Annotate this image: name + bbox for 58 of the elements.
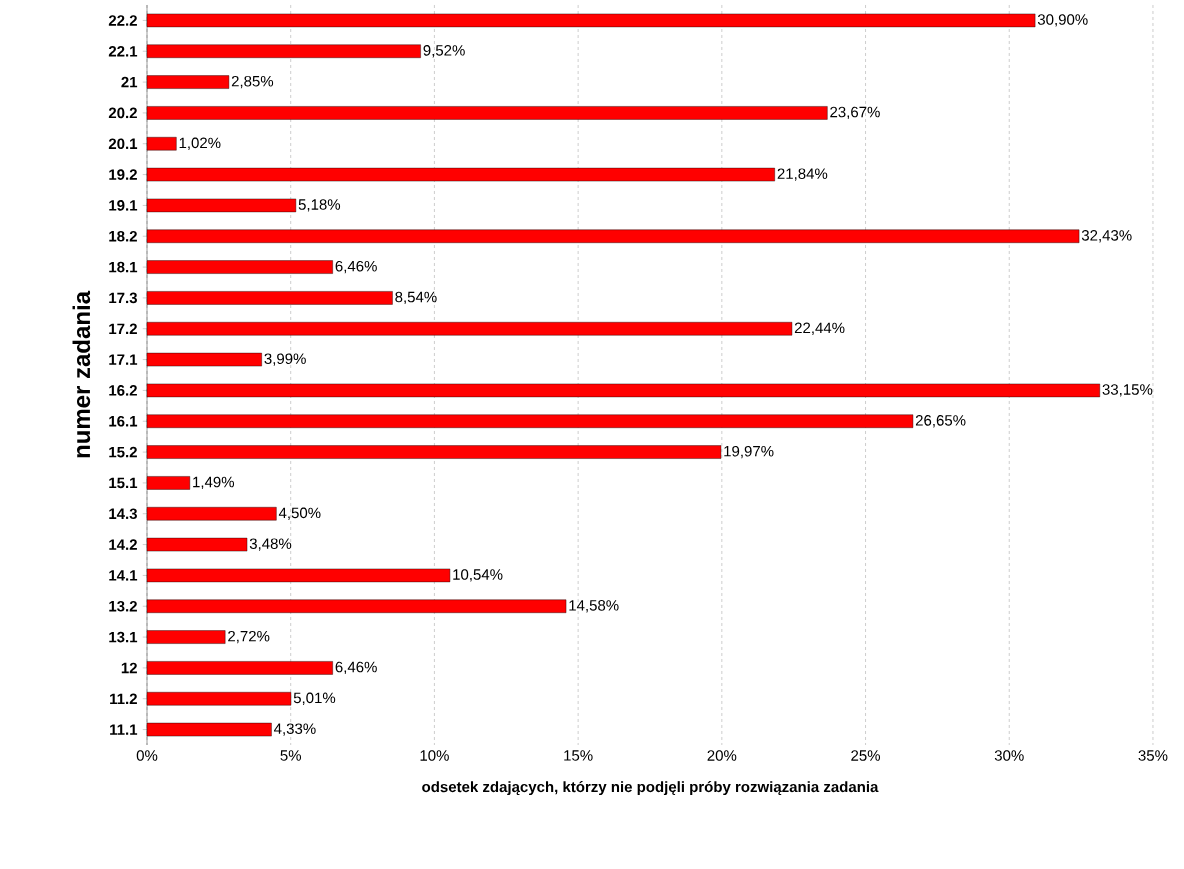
data-label: 1,49% [193, 476, 235, 490]
data-label: 21,84% [777, 168, 828, 181]
y-tick-label: 17.3 [109, 292, 137, 304]
y-tick-label: 22.1 [108, 46, 138, 57]
data-label: 4,50% [278, 507, 321, 520]
data-label: 6,46% [335, 260, 377, 274]
data-label: 3,48% [249, 538, 292, 551]
data-label: 14,58% [569, 600, 619, 613]
data-label: 33,15% [1102, 384, 1153, 397]
x-tick-label: 35% [1138, 750, 1168, 761]
y-tick-label: 19.2 [109, 169, 137, 180]
y-tick-label: 18.1 [109, 261, 138, 273]
data-label: 1,02% [179, 137, 221, 150]
y-tick-label: 22.2 [108, 15, 137, 26]
data-label: 6,46% [335, 661, 377, 675]
data-label: 32,43% [1081, 230, 1132, 243]
data-label: 2,85% [231, 75, 274, 89]
x-tick-label: 25% [851, 750, 881, 761]
y-tick-label: 20.1 [108, 138, 138, 150]
data-label: 4,33% [274, 723, 316, 736]
data-label: 5,18% [298, 199, 341, 212]
y-tick-label: 14.3 [109, 508, 137, 520]
x-tick-label: 10% [420, 750, 449, 761]
y-tick-label: 18.2 [109, 230, 137, 242]
y-tick-label: 17.1 [109, 354, 138, 365]
data-label: 30,90% [1037, 14, 1088, 27]
y-tick-label: 19.1 [109, 200, 138, 211]
data-label: 22,44% [794, 322, 845, 335]
data-label: 10,54% [453, 569, 503, 582]
y-tick-label: 21 [121, 76, 138, 88]
data-label: 23,67% [830, 106, 880, 120]
y-tick-label: 17.2 [109, 323, 137, 334]
x-tick-label: 20% [707, 750, 737, 761]
data-label: 2,72% [228, 630, 270, 644]
y-tick-label: 15.2 [109, 446, 137, 458]
x-axis-title: odsetek zdających, którzy nie podjęli próby rozwiązania zadania [422, 781, 879, 796]
y-tick-label: 13.2 [109, 600, 137, 612]
y-tick-label: 11.2 [110, 693, 137, 704]
y-tick-label: 14.1 [109, 570, 138, 581]
data-label: 3,99% [264, 353, 306, 366]
x-tick-label: 0% [136, 750, 158, 761]
x-tick-label: 15% [564, 750, 593, 761]
data-label: 26,65% [915, 415, 966, 428]
y-tick-label: 13.1 [109, 631, 138, 643]
y-tick-label: 15.1 [109, 477, 138, 489]
y-tick-label: 11.1 [110, 724, 138, 735]
data-label: 9,52% [423, 45, 465, 58]
x-tick-label: 5% [280, 750, 302, 761]
y-tick-label: 12 [121, 662, 137, 674]
y-tick-label: 14.2 [109, 539, 137, 550]
x-tick-label: 30% [994, 750, 1024, 761]
data-label: 5,01% [293, 692, 336, 705]
y-tick-label: 16.2 [109, 385, 137, 396]
y-axis-title: numer zadania [72, 290, 91, 458]
data-label: 19,97% [724, 445, 774, 459]
y-tick-label: 20.2 [108, 107, 137, 119]
data-label: 8,54% [395, 291, 437, 305]
y-tick-label: 16.1 [109, 415, 138, 427]
